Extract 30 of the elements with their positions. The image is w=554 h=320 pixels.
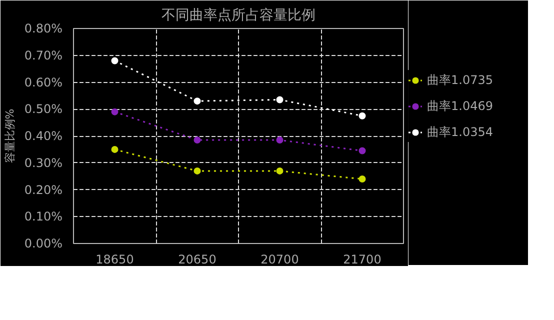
legend-label: 曲率1.0469: [427, 98, 493, 114]
chart-title: 不同曲率点所占容量比例: [162, 8, 316, 24]
point: [276, 167, 284, 174]
y-tick-label: 0.70%: [24, 48, 63, 62]
point: [111, 146, 118, 153]
point: [111, 108, 118, 116]
legend-label: 曲率1.0735: [427, 72, 493, 88]
point: [276, 96, 284, 104]
y-tick-label: 0.60%: [24, 75, 63, 90]
point: [358, 147, 366, 154]
y-tick-label: 0.30%: [24, 156, 63, 170]
legend-label: 曲率1.0354: [427, 124, 493, 140]
x-tick-label: 18650: [96, 252, 134, 266]
point: [194, 167, 201, 174]
point: [194, 136, 201, 144]
y-tick-label: 0.00%: [24, 236, 63, 250]
point: [358, 176, 366, 182]
y-tick-label: 0.40%: [24, 129, 63, 143]
x-tick-label: 20650: [178, 252, 216, 266]
y-tick-label: 0.10%: [24, 210, 63, 224]
y-axis-title: 容量比例%: [3, 108, 16, 164]
point: [111, 57, 118, 64]
point: [358, 112, 366, 120]
y-tick-label: 0.20%: [24, 182, 63, 197]
y-tick-label: 0.50%: [24, 102, 63, 116]
point: [194, 98, 201, 105]
x-tick-label: 20700: [260, 252, 299, 266]
point: [276, 136, 284, 144]
y-tick-label: 0.80%: [24, 22, 63, 36]
x-tick-label: 21700: [343, 252, 382, 266]
